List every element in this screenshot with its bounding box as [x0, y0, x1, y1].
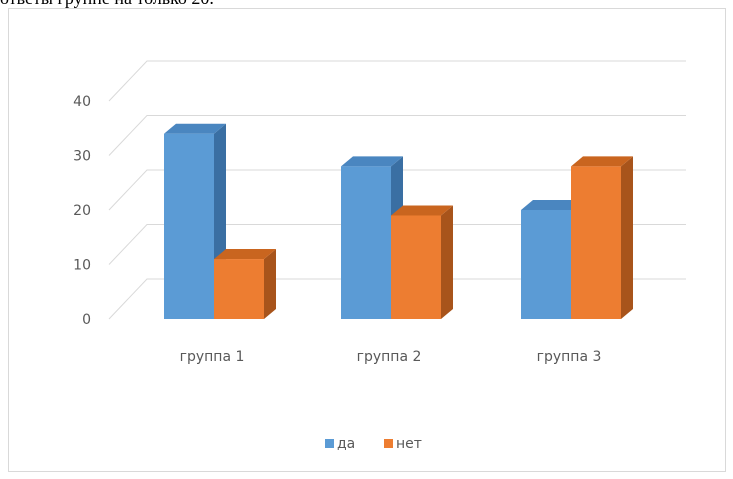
- gridlines: [108, 60, 686, 320]
- legend-item-da: да: [325, 436, 355, 452]
- y-tick-label: 30: [73, 149, 91, 165]
- gridline: [108, 169, 686, 211]
- legend-swatch: [325, 439, 334, 448]
- y-tick-label: 0: [82, 312, 91, 328]
- bar-net-1: [214, 249, 276, 319]
- x-tick-label: группа 2: [357, 349, 422, 365]
- x-tick-label: группа 3: [537, 349, 602, 365]
- gridline: [108, 278, 686, 320]
- gridline: [108, 115, 686, 156]
- y-tick-label: 40: [73, 94, 91, 110]
- bars: [164, 123, 633, 319]
- legend-swatch: [384, 439, 393, 448]
- bar-net-3: [571, 156, 633, 319]
- x-tick-label: группа 1: [180, 349, 245, 365]
- x-axis-ticks: группа 1 группа 2 группа 3: [180, 349, 602, 365]
- y-tick-label: 20: [73, 203, 91, 219]
- gridline: [108, 224, 686, 265]
- legend: да нет: [325, 436, 422, 452]
- legend-label: нет: [396, 436, 422, 452]
- legend-item-net: нет: [384, 436, 422, 452]
- chart-svg: 0 10 20 30 40 группа 1 группа 2 группа 3 да нет: [73, 60, 686, 452]
- bar-da-1: [164, 123, 226, 319]
- y-tick-label: 10: [73, 258, 91, 274]
- legend-label: да: [337, 436, 355, 452]
- y-axis-ticks: 0 10 20 30 40: [73, 94, 91, 328]
- gridline: [108, 60, 686, 102]
- cropped-document-text: ответы группе на только 20.: [0, 0, 214, 9]
- bar-net-2: [391, 205, 453, 319]
- chart-frame: 0 10 20 30 40 группа 1 группа 2 группа 3 да нет: [8, 8, 726, 472]
